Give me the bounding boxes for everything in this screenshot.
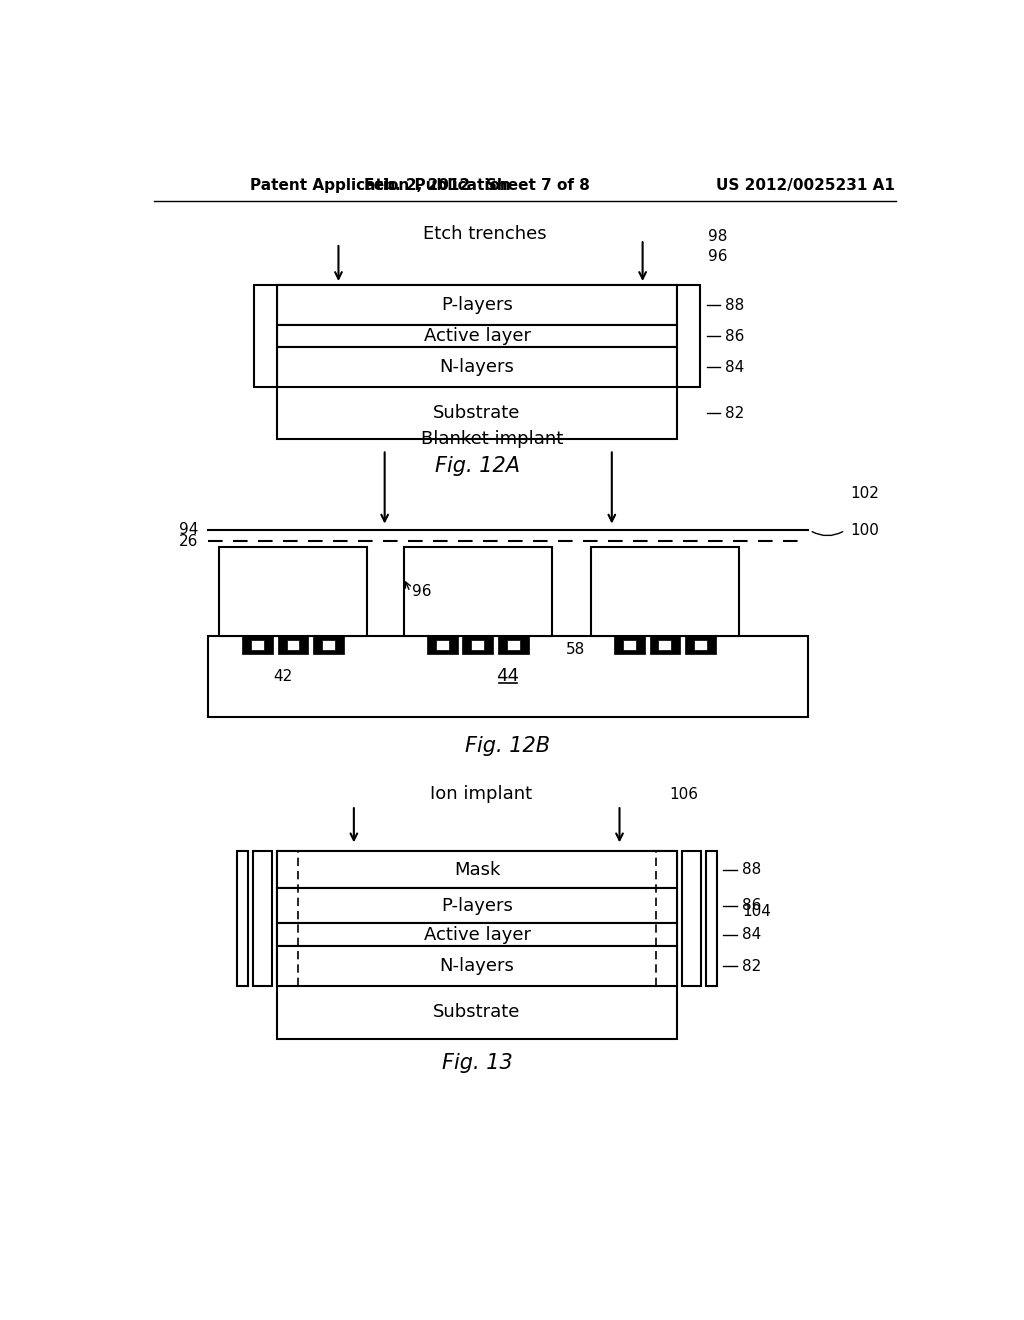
- Text: 104: 104: [742, 904, 771, 919]
- Bar: [276, 946, 677, 986]
- Text: 82: 82: [742, 958, 761, 974]
- Text: 106: 106: [670, 787, 698, 803]
- Text: Fig. 13: Fig. 13: [441, 1053, 512, 1073]
- Bar: [322, 640, 335, 649]
- Text: N-layers: N-layers: [439, 358, 514, 376]
- Text: US 2012/0025231 A1: US 2012/0025231 A1: [716, 178, 895, 193]
- Bar: [436, 640, 449, 649]
- Bar: [251, 640, 264, 649]
- Bar: [507, 640, 520, 649]
- Text: 58: 58: [565, 642, 585, 657]
- Bar: [427, 636, 458, 655]
- Bar: [706, 851, 717, 986]
- Bar: [682, 851, 701, 986]
- Text: Active layer: Active layer: [424, 925, 530, 944]
- Text: 84: 84: [725, 359, 744, 375]
- Bar: [463, 636, 494, 655]
- Bar: [649, 636, 680, 655]
- Text: 84: 84: [742, 927, 761, 942]
- Text: 100: 100: [851, 523, 880, 537]
- Text: 44: 44: [497, 667, 519, 685]
- Bar: [276, 285, 677, 326]
- Text: 88: 88: [725, 298, 744, 313]
- Bar: [694, 640, 707, 649]
- Bar: [276, 851, 677, 888]
- Text: Ion implant: Ion implant: [430, 785, 532, 804]
- Text: 96: 96: [412, 583, 431, 599]
- Text: 82: 82: [725, 405, 744, 421]
- Text: Patent Application Publication: Patent Application Publication: [250, 178, 511, 193]
- Bar: [403, 548, 552, 636]
- Text: 94: 94: [179, 521, 199, 537]
- Text: 86: 86: [742, 898, 761, 913]
- Text: 96: 96: [708, 248, 728, 264]
- Bar: [276, 326, 677, 347]
- Text: 42: 42: [273, 669, 292, 684]
- Bar: [254, 285, 276, 387]
- Text: 88: 88: [742, 862, 761, 878]
- Text: Feb. 2, 2012   Sheet 7 of 8: Feb. 2, 2012 Sheet 7 of 8: [365, 178, 590, 193]
- Bar: [276, 851, 677, 1039]
- Bar: [276, 347, 677, 387]
- Bar: [276, 888, 677, 923]
- Text: Mask: Mask: [454, 861, 501, 879]
- Text: P-layers: P-layers: [441, 896, 513, 915]
- Text: N-layers: N-layers: [439, 957, 514, 975]
- Text: Fig. 12B: Fig. 12B: [465, 737, 551, 756]
- Text: Blanket implant: Blanket implant: [421, 430, 563, 449]
- Bar: [313, 636, 344, 655]
- Bar: [237, 851, 249, 986]
- Bar: [498, 636, 528, 655]
- Text: Substrate: Substrate: [433, 1003, 521, 1022]
- Text: 102: 102: [851, 486, 880, 500]
- Bar: [208, 636, 808, 717]
- Bar: [243, 636, 273, 655]
- Bar: [276, 923, 677, 946]
- Bar: [287, 640, 299, 649]
- Text: 26: 26: [179, 533, 199, 549]
- Bar: [471, 640, 484, 649]
- Text: 86: 86: [725, 329, 744, 343]
- Text: Substrate: Substrate: [433, 404, 521, 422]
- Text: Fig. 12A: Fig. 12A: [434, 457, 519, 477]
- Bar: [278, 636, 308, 655]
- Bar: [253, 851, 272, 986]
- Bar: [219, 548, 367, 636]
- Bar: [276, 285, 677, 440]
- Bar: [614, 636, 645, 655]
- Text: Active layer: Active layer: [424, 327, 530, 346]
- Bar: [623, 640, 636, 649]
- Text: P-layers: P-layers: [441, 297, 513, 314]
- Bar: [677, 285, 700, 387]
- Text: Etch trenches: Etch trenches: [423, 224, 547, 243]
- Bar: [685, 636, 716, 655]
- Text: 98: 98: [708, 230, 727, 244]
- Bar: [658, 640, 672, 649]
- Bar: [591, 548, 739, 636]
